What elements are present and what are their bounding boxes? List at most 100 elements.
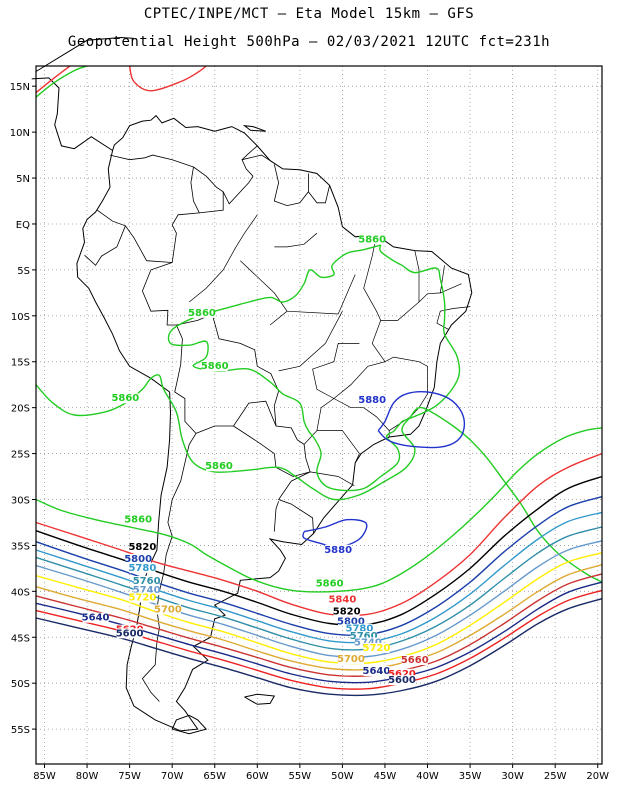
lon-tick-label: 65W	[203, 771, 226, 782]
coastline	[35, 36, 134, 72]
state-border	[303, 398, 335, 445]
country-border	[97, 191, 224, 263]
contour-5620	[35, 589, 603, 690]
lat-tick-label: 10N	[10, 128, 30, 139]
coastline	[171, 714, 208, 735]
contour-label-bg	[350, 631, 377, 642]
coastline	[244, 693, 276, 705]
contour-label-bg	[333, 606, 360, 617]
contour-label-bg	[363, 665, 390, 676]
state-border	[436, 306, 471, 330]
contour-label-bg	[133, 585, 160, 596]
chart-title: CPTEC/INPE/MCT – Eta Model 15km – GFS	[143, 6, 475, 22]
state-border	[278, 311, 343, 372]
contour-label: 5820	[333, 606, 361, 617]
contour-label-bg	[129, 563, 156, 574]
country-border	[308, 185, 330, 204]
contour-label: 5600	[116, 628, 144, 639]
lon-tick-label: 80W	[76, 771, 99, 782]
lon-tick-label: 60W	[246, 771, 269, 782]
chart-subtitle: Geopotential Height 500hPa – 02/03/2021 …	[67, 34, 551, 50]
contour-label: 5880	[324, 545, 352, 556]
lat-tick-label: EQ	[16, 220, 30, 231]
contour-label: 5860	[205, 461, 233, 472]
contour-5840	[128, 65, 207, 92]
state-border	[418, 265, 445, 303]
lat-tick-label: 50S	[11, 679, 30, 690]
contour-label: 5720	[363, 643, 391, 654]
contour-label-bg	[388, 668, 415, 679]
lon-tick-label: 85W	[33, 771, 56, 782]
state-border	[310, 471, 355, 487]
contour-label: 5740	[354, 638, 382, 649]
contour-label-bg	[154, 604, 181, 615]
contour-label: 5860	[201, 361, 229, 372]
contour-label-bg	[329, 594, 356, 605]
state-border	[363, 234, 382, 321]
contour-label-bg	[337, 654, 364, 665]
contour-labels: 5880 5880 5860 5860 5860 5860 5860 5860 5860 5840…	[82, 234, 429, 686]
contour-label-bg	[325, 544, 352, 555]
contour-5860	[392, 420, 403, 432]
map-background	[36, 66, 602, 764]
lat-tick-label: 30S	[11, 495, 30, 506]
contour-label: 5820	[128, 542, 156, 553]
contour-label: 5860	[188, 308, 216, 319]
contour-5860	[35, 427, 603, 593]
contour-label-bg	[401, 654, 428, 665]
lon-tick-label: 25W	[544, 771, 567, 782]
lon-tick-label: 45W	[374, 771, 397, 782]
state-border	[188, 246, 237, 303]
state-border	[274, 232, 318, 248]
contour-label-bg	[82, 612, 109, 623]
contour-label-bg	[205, 461, 232, 472]
contour-5720	[35, 552, 603, 665]
contour-label-bg	[125, 514, 152, 525]
contour-label: 5620	[388, 669, 416, 680]
contour-label-bg	[125, 553, 152, 564]
contour-label: 5700	[337, 654, 365, 665]
lat-tick-label: 15S	[11, 358, 30, 369]
contour-label-bg	[133, 575, 160, 586]
lat-tick-label: 15N	[10, 82, 30, 93]
state-border	[235, 214, 258, 248]
contour-5860	[35, 65, 88, 98]
lat-tick-label: 45S	[11, 633, 30, 644]
lat-tick-label: 55S	[11, 725, 30, 736]
contour-label: 5640	[363, 666, 391, 677]
lat-tick-label: 35S	[11, 541, 30, 552]
country-border	[84, 225, 126, 266]
country-border	[273, 501, 279, 532]
contour-label: 5740	[133, 585, 161, 596]
lat-tick-label: 25S	[11, 450, 30, 461]
contour-5880	[377, 391, 466, 449]
contour-label: 5860	[316, 579, 344, 590]
lat-tick-label: 20S	[11, 404, 30, 415]
country-border	[193, 145, 258, 205]
contour-label-bg	[188, 307, 215, 318]
contour-label: 5760	[133, 576, 161, 587]
state-border	[316, 430, 360, 463]
contour-label: 5880	[358, 395, 386, 406]
contour-5880	[302, 518, 368, 549]
contour-label: 5720	[128, 593, 156, 604]
lat-tick-label: 10S	[11, 312, 30, 323]
contour-label-bg	[359, 395, 386, 406]
country-border	[141, 262, 183, 393]
axis-ticks: 85W 80W 75W 70W 65W 60W 55W 50W 45W 40W 35W 30W 25W 2…	[10, 82, 609, 782]
lon-tick-label: 75W	[118, 771, 141, 782]
contour-label-bg	[129, 542, 156, 553]
country-border	[195, 400, 277, 434]
lon-tick-label: 30W	[501, 771, 524, 782]
coastline	[76, 114, 473, 732]
country-border	[109, 154, 200, 214]
contour-label: 5640	[82, 613, 110, 624]
country-border	[141, 391, 197, 702]
contour-label: 5800	[124, 554, 152, 565]
country-border	[241, 154, 271, 161]
lat-tick-label: 5S	[17, 266, 30, 277]
lon-tick-label: 55W	[289, 771, 312, 782]
contour-label: 5860	[358, 234, 386, 245]
contour-5860	[35, 374, 603, 583]
